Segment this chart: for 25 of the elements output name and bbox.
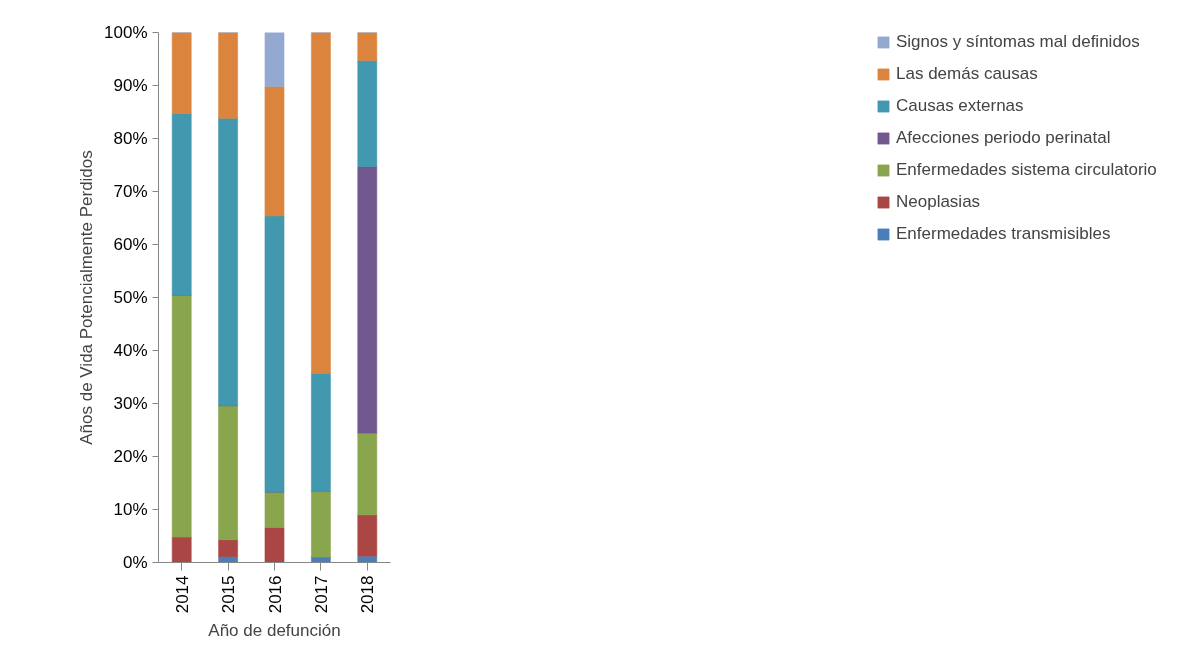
y-tick-label: 90% (113, 76, 148, 95)
x-tick-label: 2014 (172, 575, 192, 614)
x-tick-label: 2018 (358, 575, 378, 614)
y-tick-label: 10% (113, 500, 148, 519)
x-tick-label: 2015 (219, 575, 239, 614)
x-axis-title: Año de defunción (208, 621, 341, 641)
y-axis-title: Años de Vida Potencialmente Perdidos (77, 150, 97, 445)
legend-label: Signos y síntomas mal definidos (896, 32, 1141, 52)
y-tick-label: 20% (113, 447, 148, 466)
y-tick-label: 70% (113, 182, 148, 201)
y-tick-label: 0% (122, 553, 148, 572)
legend-label: Las demás causas (896, 64, 1039, 84)
legend-label: Causas externas (896, 96, 1025, 116)
y-tick-label: 100% (104, 23, 148, 42)
y-tick-label: 60% (113, 235, 148, 254)
y-tick-label: 50% (113, 288, 148, 307)
x-tick-label: 2017 (311, 575, 331, 614)
legend-label: Afecciones periodo perinatal (896, 128, 1112, 148)
legend-label: Neoplasias (896, 192, 982, 212)
legend-label: Enfermedades sistema circulatorio (896, 160, 1158, 180)
legend-label: Enfermedades transmisibles (896, 224, 1112, 244)
x-tick-label: 2016 (265, 575, 285, 614)
y-tick-label: 40% (113, 341, 148, 360)
y-tick-label: 80% (113, 129, 148, 148)
y-tick-label: 30% (113, 394, 148, 413)
